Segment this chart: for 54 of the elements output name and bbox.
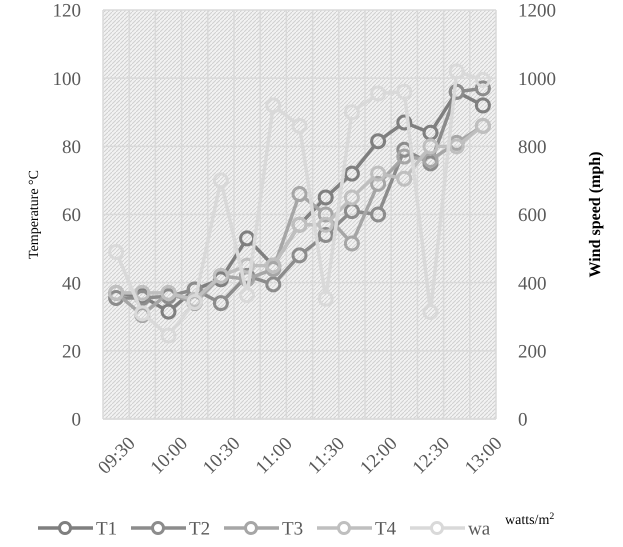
y-tick-label: 20 xyxy=(62,341,81,362)
y2-tick-label: 800 xyxy=(518,136,546,158)
text: watts/m$^{2}$ xyxy=(505,510,554,528)
y2-tick-label: 600 xyxy=(518,205,546,226)
y-tick-label: 40 xyxy=(62,273,81,294)
point xyxy=(370,206,386,222)
y-tick-label: 80 xyxy=(62,136,81,158)
point xyxy=(370,86,386,102)
point xyxy=(370,133,386,150)
y-tick-label: 100 xyxy=(52,68,81,90)
legend-label: T4 xyxy=(375,518,397,540)
point xyxy=(344,235,360,252)
point xyxy=(292,247,308,264)
point xyxy=(160,304,176,320)
point xyxy=(448,63,465,80)
y2-tick-label: 400 xyxy=(518,273,546,294)
point xyxy=(344,189,360,206)
point xyxy=(160,327,176,344)
point xyxy=(344,203,360,220)
legend-label: wa xyxy=(468,518,491,540)
point xyxy=(396,170,412,187)
point xyxy=(344,166,360,182)
legend-label: T2 xyxy=(189,518,210,540)
y-axis-title: Temperature °C xyxy=(27,170,42,259)
point xyxy=(318,189,334,206)
point xyxy=(422,138,438,154)
point xyxy=(344,104,360,120)
point xyxy=(474,72,491,88)
point xyxy=(396,84,412,100)
point xyxy=(212,295,229,312)
y2-tick-label: 1200 xyxy=(518,0,556,22)
legend-label: T1 xyxy=(96,518,118,540)
y-tick-label: 60 xyxy=(62,205,81,226)
point xyxy=(448,138,465,154)
point xyxy=(474,97,491,114)
point xyxy=(292,118,308,134)
point xyxy=(422,304,438,320)
point xyxy=(108,244,124,260)
point xyxy=(265,97,282,114)
point xyxy=(239,287,256,304)
y2-tick-label: 200 xyxy=(518,341,546,362)
point xyxy=(292,186,308,202)
point xyxy=(318,216,334,233)
point xyxy=(265,276,282,292)
y2-axis-title: Wind speed (mph) xyxy=(587,152,604,278)
y-tick-label: 120 xyxy=(52,0,81,22)
legend-label: T3 xyxy=(282,518,304,540)
y2-tick-label: 0 xyxy=(518,410,528,431)
point xyxy=(134,284,150,301)
point xyxy=(212,172,229,188)
y-tick-label: 0 xyxy=(72,410,81,431)
y2-tick-label: 1000 xyxy=(518,68,556,90)
point xyxy=(370,166,386,182)
point xyxy=(318,290,334,307)
